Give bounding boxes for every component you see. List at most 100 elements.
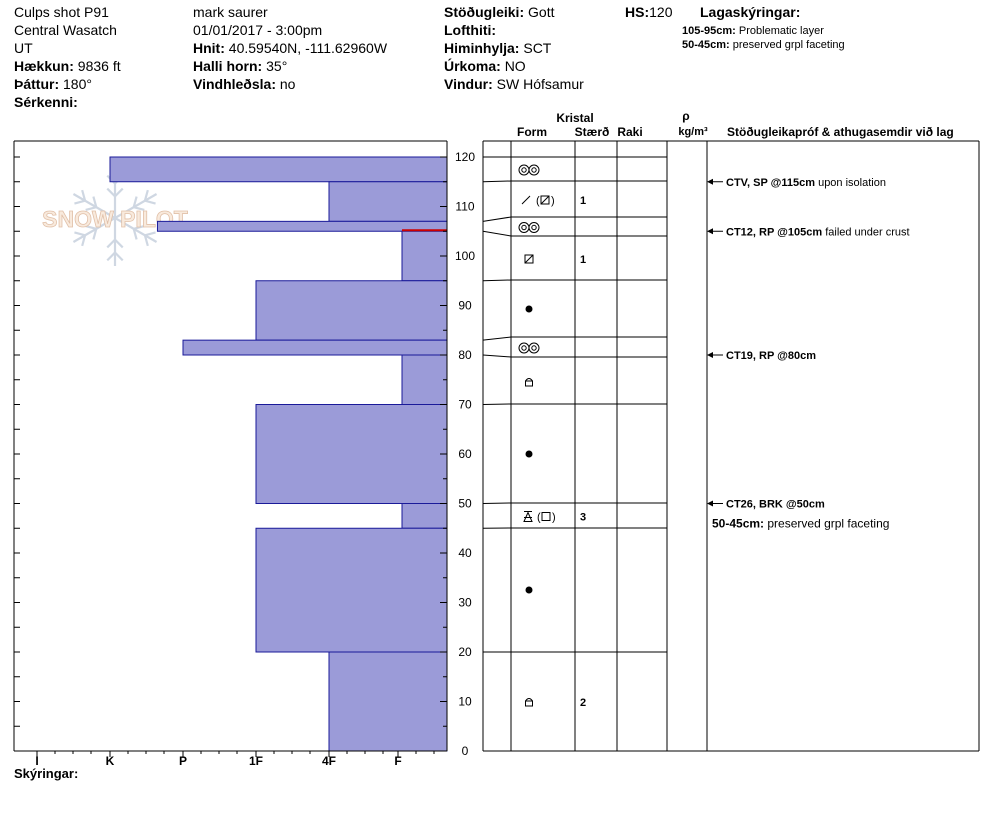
special: Sérkenni: [14, 93, 121, 111]
graupel-ring [518, 222, 530, 233]
layer-notes-title: Lagaskýringar: [700, 4, 801, 20]
layer-connector [482, 403, 512, 405]
sky-value: SCT [523, 40, 552, 56]
elevation: Hækkun: 9836 ft [14, 57, 121, 75]
hardness-bar [109, 156, 448, 183]
facet-diag [524, 254, 534, 264]
col-form: Form [517, 125, 547, 139]
y-tick-label: 20 [458, 645, 472, 659]
aspect-value: 180° [63, 76, 92, 92]
round-dot [525, 305, 533, 313]
crystal-column: () 1 1 () 3 2 [518, 164, 586, 709]
flake-branch [74, 199, 86, 205]
precip-value: NO [504, 58, 526, 74]
y-tick-label: 30 [458, 596, 472, 610]
crystal-size: 2 [580, 697, 586, 709]
stability-test: CTV, SP @115cm upon isolation [707, 177, 886, 189]
flake-branch [144, 199, 156, 205]
slope-label: Halli horn: [193, 58, 263, 74]
header-obs-block: mark saurer 01/01/2017 - 3:00pm Hnit: 40… [193, 3, 387, 93]
stability-test: CT12, RP @105cm failed under crust [707, 226, 910, 238]
x-tick-label: F [394, 754, 401, 768]
stability-label: Stöðugleiki: [444, 4, 525, 20]
mixed-box [525, 700, 533, 707]
precip-label: Úrkoma: [444, 58, 501, 74]
observer: mark saurer [193, 4, 268, 20]
col-moisture: Raki [617, 125, 642, 139]
layer-annotation: 50-45cm: preserved grpl faceting [712, 517, 889, 531]
flake-branch [143, 234, 149, 247]
flake-branch [92, 196, 98, 208]
legend-label: Skýringar: [14, 766, 78, 781]
hardness-bar [401, 354, 448, 405]
test-code: CT12, RP @105cm [726, 226, 822, 238]
graupel-core [521, 167, 527, 173]
x-tick-label: 4F [322, 754, 336, 768]
mixed-icon [525, 378, 533, 387]
graupel-ring [528, 342, 540, 354]
stability: Stöðugleiki: Gott [444, 3, 584, 21]
test-comment: upon isolation [815, 177, 886, 189]
hs-value: 120 [649, 4, 673, 20]
graupel-core [521, 224, 527, 231]
x-tick-label: I [35, 754, 38, 768]
x-tick-label: P [179, 754, 187, 768]
layer-note: 50-45cm: preserved grpl faceting [682, 39, 845, 51]
sky-label: Himinhylja: [444, 40, 520, 56]
range-name: Central Wasatch [14, 22, 117, 38]
y-tick-label: 120 [455, 150, 475, 164]
loading-value: no [279, 76, 296, 92]
layer-connector [482, 230, 512, 237]
rounded-icon [525, 450, 533, 458]
crystal-size: 1 [580, 195, 586, 207]
flake-branch [114, 187, 124, 198]
hardness-bars [109, 156, 448, 752]
flake-branch [81, 234, 87, 247]
col-rho: ρ [682, 109, 689, 123]
flake-branch [81, 189, 87, 202]
hardness-bar [328, 181, 448, 222]
aspect: Þáttur: 180° [14, 75, 121, 93]
graupel-ring [518, 342, 530, 354]
hardness-axis: I K P 1F 4F F [35, 751, 435, 768]
air-temp: Lofthiti: [444, 21, 584, 39]
graupel-icon [518, 164, 540, 176]
graupel-core [531, 345, 537, 351]
decomp-diag [540, 195, 550, 205]
layer-notes: 105-95cm: Problematic layer 50-45cm: pre… [682, 24, 845, 52]
test-comment: failed under crust [822, 226, 909, 238]
flake-branch [85, 206, 97, 212]
snowpilot-watermark: SNOW PILOT [42, 170, 188, 266]
hardness-bar [182, 339, 448, 356]
datetime: 01/01/2017 - 3:00pm [193, 22, 323, 38]
paren-open: ( [536, 195, 540, 207]
col-tests: Stöðugleikapróf & athugasemdir við lag [727, 125, 954, 139]
elevation-label: Hækkun: [14, 58, 74, 74]
graupel-ring [518, 164, 530, 176]
graupel-icon [518, 222, 540, 233]
round-dot [525, 586, 533, 594]
depth-hoar-icon: () [523, 511, 556, 524]
graupel-core [531, 167, 537, 173]
layer-connector [482, 216, 512, 222]
test-label: CTV, SP @115cm upon isolation [726, 177, 886, 189]
flake-branch [132, 196, 138, 208]
paren-open: ( [537, 512, 541, 524]
stability-value: Gott [528, 4, 555, 20]
test-label: CT12, RP @105cm failed under crust [726, 226, 910, 238]
header-site-block: Culps shot P91 Central Wasatch UT Hækkun… [14, 3, 121, 111]
layer-connector [482, 336, 512, 341]
arrow-icon [707, 352, 713, 358]
col-size: Stærð [575, 125, 610, 139]
snowflake-icon [72, 170, 158, 266]
annotation-range: 50-45cm: [712, 517, 767, 531]
flake-branch [106, 187, 116, 198]
hardness-bar [255, 280, 448, 341]
mixed-icon [525, 698, 533, 707]
arrow-icon [707, 228, 713, 235]
layer-connector [482, 180, 512, 183]
pit-name: Culps shot P91 [14, 4, 109, 20]
test-label: CT26, BRK @50cm [726, 499, 825, 511]
x-tick-label: K [106, 754, 115, 768]
